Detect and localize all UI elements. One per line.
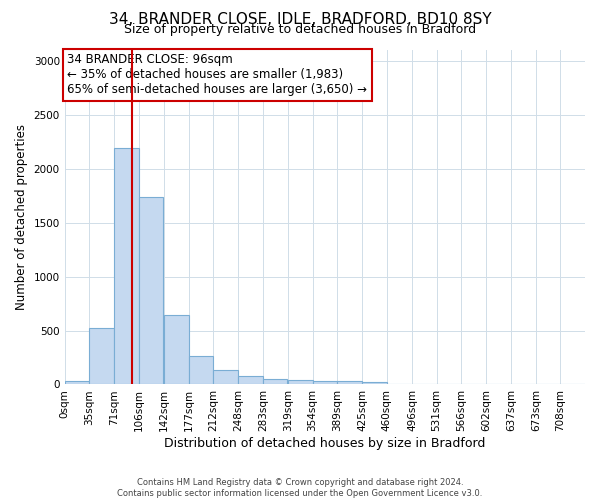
Bar <box>65 381 89 384</box>
Text: Size of property relative to detached houses in Bradford: Size of property relative to detached ho… <box>124 22 476 36</box>
Bar <box>288 380 313 384</box>
X-axis label: Distribution of detached houses by size in Bradford: Distribution of detached houses by size … <box>164 437 485 450</box>
Bar <box>362 382 387 384</box>
Bar <box>263 379 287 384</box>
Bar <box>164 316 188 384</box>
Bar <box>313 380 337 384</box>
Bar <box>238 376 263 384</box>
Y-axis label: Number of detached properties: Number of detached properties <box>15 124 28 310</box>
Bar <box>188 356 213 384</box>
Text: 34, BRANDER CLOSE, IDLE, BRADFORD, BD10 8SY: 34, BRANDER CLOSE, IDLE, BRADFORD, BD10 … <box>109 12 491 28</box>
Bar <box>89 328 113 384</box>
Text: 34 BRANDER CLOSE: 96sqm
← 35% of detached houses are smaller (1,983)
65% of semi: 34 BRANDER CLOSE: 96sqm ← 35% of detache… <box>67 54 367 96</box>
Bar <box>115 148 139 384</box>
Bar <box>213 370 238 384</box>
Bar <box>139 196 163 384</box>
Text: Contains HM Land Registry data © Crown copyright and database right 2024.
Contai: Contains HM Land Registry data © Crown c… <box>118 478 482 498</box>
Bar <box>337 381 362 384</box>
